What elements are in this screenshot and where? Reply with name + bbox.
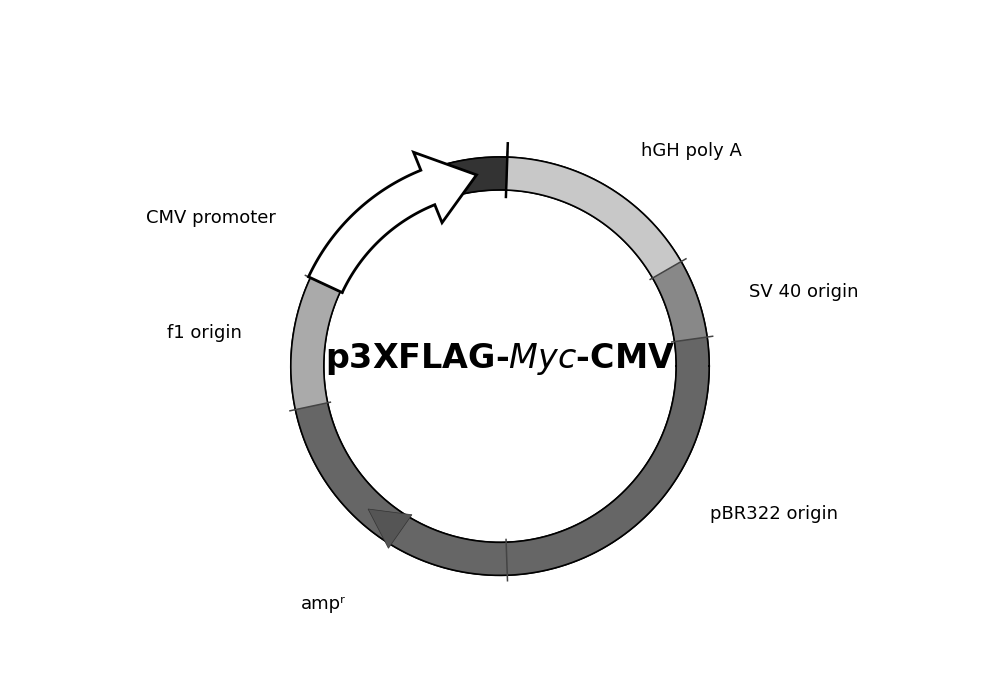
Wedge shape — [295, 403, 507, 576]
Text: CMV promoter: CMV promoter — [146, 209, 276, 227]
Polygon shape — [309, 152, 477, 292]
Text: ampʳ: ampʳ — [300, 594, 345, 613]
Wedge shape — [310, 157, 500, 292]
Wedge shape — [506, 157, 681, 278]
Text: f1 origin: f1 origin — [167, 323, 242, 342]
Text: pBR322 origin: pBR322 origin — [710, 505, 838, 523]
Wedge shape — [291, 278, 340, 410]
Wedge shape — [506, 337, 709, 575]
Wedge shape — [653, 261, 707, 341]
Text: hGH poly A: hGH poly A — [641, 142, 742, 160]
Text: p3XFLAG-$\it{Myc}$-CMV: p3XFLAG-$\it{Myc}$-CMV — [325, 341, 675, 377]
Text: SV 40 origin: SV 40 origin — [749, 283, 859, 301]
Polygon shape — [368, 509, 412, 548]
Wedge shape — [291, 157, 709, 576]
